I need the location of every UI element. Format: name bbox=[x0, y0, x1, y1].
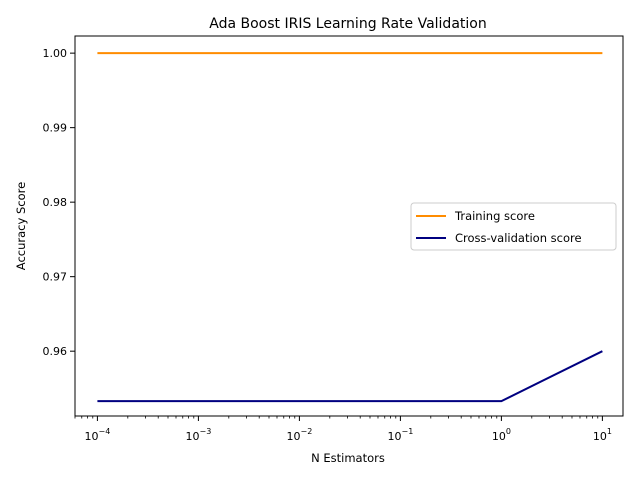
legend-box bbox=[410, 202, 617, 251]
y-tick-label: 0.97 bbox=[43, 271, 68, 284]
x-axis-ticks: 10−4 10−3 10−2 10−1 100 101 bbox=[74, 416, 612, 443]
x-tick-label: 10−1 bbox=[387, 427, 413, 443]
legend: Training score Cross-validation score bbox=[410, 202, 617, 251]
x-tick-label: 101 bbox=[593, 427, 612, 443]
x-tick-label: 10−4 bbox=[85, 427, 111, 443]
y-axis-ticks: 0.96 0.97 0.98 0.99 1.00 bbox=[43, 47, 75, 358]
series-layer bbox=[97, 52, 603, 403]
y-tick-label: 0.96 bbox=[43, 345, 68, 358]
chart-title: Ada Boost IRIS Learning Rate Validation bbox=[209, 16, 486, 32]
legend-label-training: Training score bbox=[454, 209, 535, 223]
x-axis-label: N Estimators bbox=[311, 451, 385, 465]
x-tick-label: 100 bbox=[492, 427, 511, 443]
y-tick-label: 0.99 bbox=[43, 122, 68, 135]
y-tick-label: 0.98 bbox=[43, 196, 68, 209]
legend-label-cross-validation: Cross-validation score bbox=[455, 231, 582, 245]
series-line-cross-validation bbox=[97, 350, 603, 403]
x-tick-label: 10−2 bbox=[286, 427, 312, 443]
plot-frame bbox=[74, 35, 624, 417]
y-tick-label: 1.00 bbox=[43, 47, 68, 60]
y-axis-label: Accuracy Score bbox=[14, 182, 28, 270]
x-tick-label: 10−3 bbox=[186, 427, 212, 443]
